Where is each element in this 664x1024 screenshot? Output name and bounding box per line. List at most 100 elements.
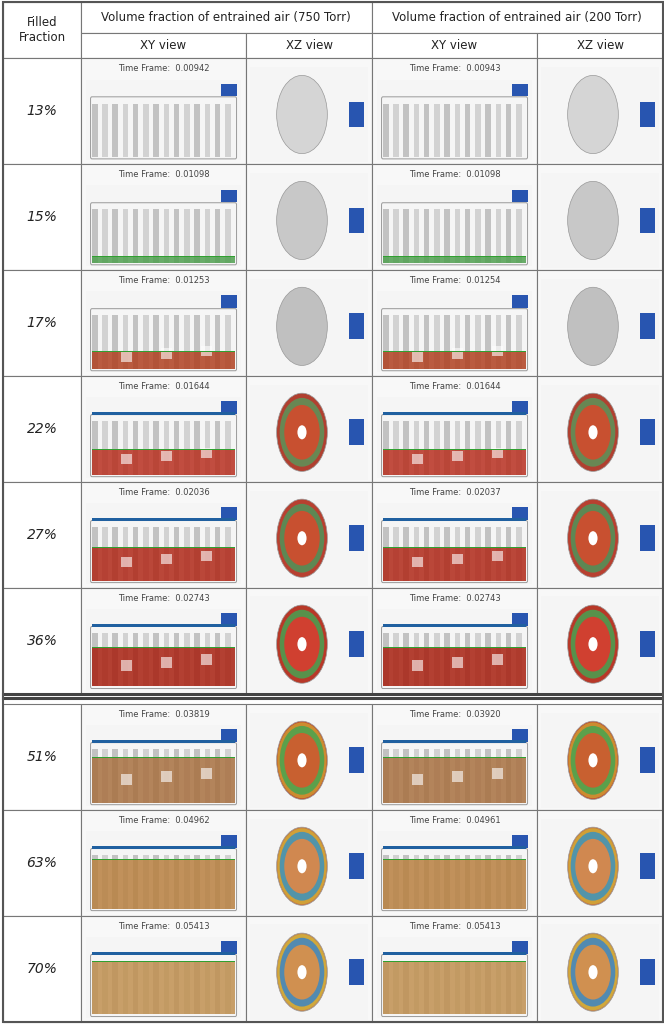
Text: Volume fraction of entrained air (750 Torr): Volume fraction of entrained air (750 To… [102, 11, 351, 24]
Bar [383, 962, 527, 1015]
Bar [163, 103, 169, 157]
Bar [495, 633, 501, 686]
Text: Time Frame:  0.03819: Time Frame: 0.03819 [118, 711, 209, 719]
Bar [383, 256, 527, 263]
Bar [512, 836, 528, 848]
Bar [80, 2, 372, 33]
Bar [492, 768, 503, 779]
Bar [123, 962, 128, 1015]
Circle shape [280, 504, 324, 572]
Bar [424, 962, 430, 1015]
Circle shape [280, 398, 324, 467]
Bar [163, 210, 169, 263]
Bar [512, 189, 528, 203]
Bar [372, 810, 537, 916]
Bar [123, 750, 128, 803]
Circle shape [297, 637, 307, 651]
Bar [640, 748, 655, 773]
Bar [393, 210, 399, 263]
Bar [383, 855, 388, 908]
Circle shape [277, 933, 327, 1012]
Text: 36%: 36% [27, 634, 57, 648]
Bar [455, 855, 460, 908]
Bar [403, 210, 409, 263]
Bar [143, 315, 149, 369]
Bar [195, 210, 200, 263]
Bar [121, 660, 132, 671]
Bar [163, 315, 169, 369]
Bar [250, 925, 368, 1020]
Bar [221, 941, 237, 954]
Circle shape [277, 605, 327, 683]
Circle shape [277, 499, 327, 578]
Bar [3, 916, 80, 1022]
Text: 17%: 17% [27, 316, 57, 330]
Bar [133, 315, 139, 369]
Bar [403, 315, 409, 369]
Bar [492, 551, 503, 561]
Bar [465, 103, 470, 157]
Bar [246, 270, 372, 376]
Bar [123, 421, 128, 474]
Bar [495, 855, 501, 908]
Text: Time Frame:  0.02743: Time Frame: 0.02743 [118, 594, 209, 603]
Bar [174, 103, 179, 157]
Circle shape [588, 425, 598, 439]
Bar [205, 750, 210, 803]
Bar [414, 527, 419, 581]
Bar [161, 657, 172, 668]
Bar [434, 527, 440, 581]
Bar [383, 951, 527, 955]
Bar [541, 490, 659, 586]
Bar [184, 750, 190, 803]
Bar [383, 859, 527, 908]
Bar [250, 279, 368, 374]
Bar [143, 962, 149, 1015]
Bar [383, 103, 388, 157]
Bar [455, 527, 460, 581]
Bar [414, 210, 419, 263]
Bar [512, 507, 528, 520]
Circle shape [278, 828, 327, 904]
Bar [541, 596, 659, 692]
Text: Time Frame:  0.02037: Time Frame: 0.02037 [408, 488, 501, 498]
Bar [376, 185, 533, 266]
Circle shape [575, 945, 611, 999]
Text: 63%: 63% [27, 856, 57, 870]
Bar [246, 705, 372, 810]
Bar [3, 58, 80, 164]
Bar [383, 647, 527, 686]
Circle shape [297, 966, 307, 979]
Bar [86, 503, 242, 584]
Circle shape [280, 726, 324, 795]
Text: Volume fraction of entrained air (200 Torr): Volume fraction of entrained air (200 To… [392, 11, 642, 24]
Bar [424, 633, 430, 686]
Circle shape [277, 827, 327, 905]
Bar [133, 633, 139, 686]
Bar [434, 421, 440, 474]
Bar [414, 855, 419, 908]
Bar [506, 527, 511, 581]
Bar [225, 750, 230, 803]
Bar [640, 853, 655, 880]
Bar [372, 58, 537, 164]
Bar [3, 376, 80, 482]
Text: 27%: 27% [27, 528, 57, 542]
Bar [512, 613, 528, 626]
Bar [434, 750, 440, 803]
Bar [495, 210, 501, 263]
Bar [452, 554, 463, 564]
Bar [506, 421, 511, 474]
Bar [376, 292, 533, 372]
Bar [195, 103, 200, 157]
Bar [214, 962, 220, 1015]
Bar [92, 449, 235, 474]
Bar [184, 855, 190, 908]
Circle shape [277, 721, 327, 800]
Bar [225, 210, 230, 263]
Text: Time Frame:  0.01254: Time Frame: 0.01254 [409, 276, 500, 286]
Bar [412, 351, 423, 361]
Bar [246, 33, 372, 58]
Bar [133, 210, 139, 263]
Circle shape [284, 511, 320, 565]
